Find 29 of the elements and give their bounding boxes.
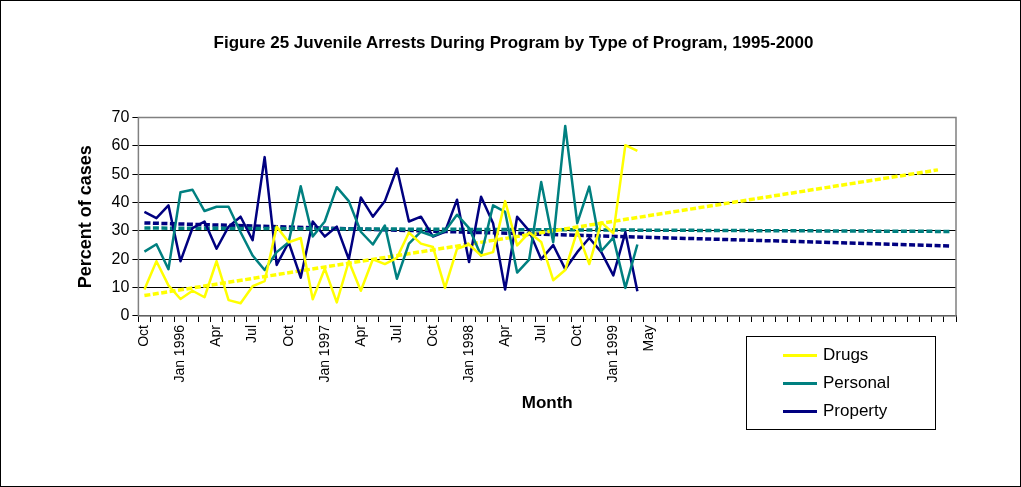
y-tick-label: 20 (111, 249, 130, 267)
x-tick-label: May (640, 324, 657, 352)
y-tick-label: 40 (111, 192, 130, 210)
x-tick-label: Jan 1996 (171, 324, 188, 383)
x-tick-label: Jul (387, 324, 404, 343)
y-tick-label: 10 (111, 278, 130, 296)
y-tick-label: 50 (111, 164, 130, 182)
x-tick-label: Oct (135, 324, 152, 347)
chart-title: Figure 25 Juvenile Arrests During Program by Type of Program, 1995-2000 (213, 32, 814, 52)
x-tick-label: Jul (243, 324, 260, 343)
x-tick-label: Apr (207, 324, 224, 347)
x-tick-label: Apr (495, 324, 512, 347)
y-tick-label: 30 (111, 221, 130, 239)
legend-label: Personal (823, 372, 891, 394)
x-tick-label: Jul (532, 324, 549, 343)
x-tick-label: Oct (423, 324, 440, 347)
x-tick-label: Jan 1999 (604, 324, 621, 383)
x-tick-label: Jan 1997 (315, 324, 332, 383)
x-axis-title: Month (521, 393, 573, 413)
legend-label: Property (823, 400, 888, 422)
x-tick-label: Oct (568, 324, 585, 347)
x-tick-label: Apr (351, 324, 368, 347)
y-tick-label: 60 (111, 136, 130, 154)
x-tick-label: Oct (279, 324, 296, 347)
legend-label: Drugs (823, 344, 869, 366)
y-axis-title: Percent of cases (74, 145, 95, 289)
y-tick-label: 0 (120, 306, 130, 324)
x-tick-label: Jan 1998 (459, 324, 476, 383)
y-tick-label: 70 (111, 107, 130, 125)
